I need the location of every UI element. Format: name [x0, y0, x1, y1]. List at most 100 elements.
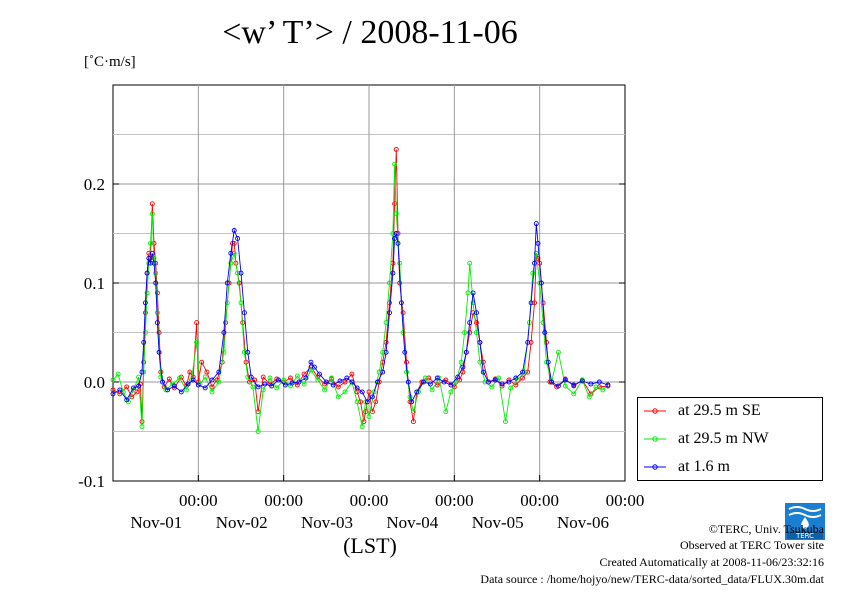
data-point-nw: [329, 375, 334, 381]
data-point-nw: [410, 409, 416, 415]
data-point-nw: [571, 391, 577, 397]
data-point-nw: [508, 385, 514, 391]
legend-swatch-nw: [644, 436, 666, 442]
data-point-nw: [387, 280, 392, 286]
data-point-nw: [366, 414, 372, 420]
data-point-se: [194, 320, 200, 326]
data-point-nw: [322, 387, 328, 393]
data-point-se: [288, 375, 293, 381]
data-point-low: [149, 250, 155, 256]
data-point-low: [153, 280, 159, 286]
data-point-low: [520, 369, 526, 375]
data-point-nw: [255, 429, 261, 434]
data-point-nw: [335, 394, 341, 400]
data-point-se: [187, 369, 193, 375]
data-point-low: [402, 349, 408, 355]
data-point-low: [165, 387, 171, 393]
data-point-se: [467, 330, 473, 335]
data-point-low: [395, 240, 401, 246]
data-point-nw: [465, 290, 471, 296]
data-point-low: [195, 382, 201, 388]
data-point-low: [171, 383, 177, 389]
data-point-nw: [489, 384, 495, 390]
data-point-se: [513, 382, 519, 388]
x-tick-date-label: Nov-05: [472, 513, 524, 532]
data-point-low: [448, 382, 454, 388]
data-point-low: [131, 385, 136, 391]
data-point-se: [400, 310, 406, 316]
data-point-low: [605, 382, 611, 388]
data-point-nw: [397, 260, 403, 266]
data-point-se: [366, 389, 372, 395]
data-point-low: [460, 364, 466, 370]
data-point-low: [434, 375, 440, 381]
data-point-low: [532, 260, 537, 266]
data-point-low: [144, 270, 150, 276]
data-point-nw: [555, 349, 561, 355]
data-point-low: [528, 300, 534, 306]
footer-source: Data source : /home/hojyo/new/TERC-data/…: [480, 572, 824, 586]
y-tick-label: 0.2: [84, 175, 105, 194]
data-point-low: [427, 381, 433, 387]
chart-title: <w’ T’> / 2008-11-06: [222, 14, 518, 51]
data-point-low: [231, 228, 237, 233]
data-point-low: [221, 330, 227, 335]
data-point-low: [344, 375, 350, 381]
data-point-low: [555, 383, 561, 389]
data-point-nw: [139, 424, 145, 430]
data-point-low: [359, 389, 365, 395]
data-point-nw: [371, 389, 377, 395]
data-point-low: [525, 339, 531, 345]
data-point-nw: [462, 330, 468, 335]
data-point-low: [323, 379, 329, 385]
data-point-se: [342, 379, 348, 385]
data-point-low: [480, 369, 486, 375]
data-point-low: [545, 359, 551, 365]
data-point-low: [477, 339, 483, 345]
data-point-se: [349, 371, 355, 377]
data-point-se: [535, 255, 541, 261]
data-point-low: [538, 280, 544, 286]
legend-swatch-se: [644, 408, 666, 414]
data-point-nw: [301, 381, 307, 387]
data-point-nw: [177, 375, 183, 381]
x-tick-time-label: 00:00: [520, 491, 559, 510]
data-point-nw: [422, 375, 428, 381]
data-point-nw: [142, 330, 148, 335]
data-point-low: [317, 371, 322, 377]
data-point-se: [149, 201, 155, 207]
data-point-nw: [429, 387, 435, 393]
data-point-nw: [115, 371, 121, 377]
data-point-low: [255, 384, 261, 390]
data-point-se: [199, 359, 205, 365]
legend-swatch-low: [644, 464, 666, 470]
data-point-nw: [260, 387, 266, 393]
data-point-nw: [530, 270, 536, 276]
data-point-low: [228, 250, 234, 256]
data-point-se: [166, 376, 172, 382]
data-point-nw: [482, 379, 488, 385]
data-point-low: [151, 260, 157, 266]
data-point-low: [262, 381, 268, 387]
data-point-low: [139, 369, 145, 375]
data-point-nw: [281, 377, 287, 383]
data-point-nw: [380, 349, 386, 355]
data-point-nw: [308, 367, 314, 373]
data-point-nw: [224, 300, 230, 306]
data-point-low: [513, 375, 519, 381]
data-point-low: [190, 377, 196, 383]
x-tick-date-label: Nov-04: [386, 513, 438, 532]
data-point-se: [156, 330, 162, 335]
data-point-low: [375, 379, 380, 385]
data-point-nw: [540, 320, 546, 326]
data-point-se: [520, 375, 526, 381]
data-point-nw: [593, 384, 599, 390]
y-axis: -0.1 0.0 0.1 0.2: [78, 175, 625, 491]
footer-site: Observed at TERC Tower site: [679, 538, 824, 552]
data-point-se: [154, 290, 160, 296]
data-point-low: [398, 300, 404, 306]
data-point-se: [525, 369, 531, 375]
data-point-nw: [231, 250, 237, 256]
data-point-low: [405, 379, 411, 385]
data-point-low: [276, 377, 281, 383]
